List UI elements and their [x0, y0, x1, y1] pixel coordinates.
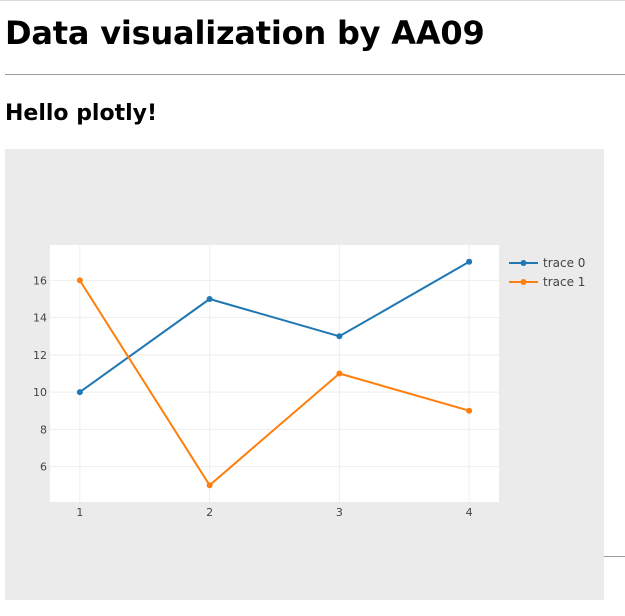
x-tick-label: 4 — [466, 506, 473, 519]
page-subtitle: Hello plotly! — [5, 101, 158, 126]
series-line-trace-1[interactable] — [78, 279, 470, 487]
y-tick-label: 16 — [33, 274, 47, 287]
data-point[interactable] — [336, 370, 343, 377]
x-tick-label: 2 — [206, 506, 213, 519]
bottom-divider — [604, 556, 625, 557]
legend[interactable]: trace 0 trace 1 — [509, 256, 585, 289]
page-title: Data visualization by AA09 — [5, 14, 485, 52]
data-point[interactable] — [206, 296, 213, 303]
x-tick-label: 3 — [336, 506, 343, 519]
legend-swatch-marker — [520, 260, 527, 266]
data-point[interactable] — [76, 277, 83, 284]
title-divider — [5, 74, 625, 75]
data-point[interactable] — [206, 482, 213, 489]
y-tick-label: 8 — [40, 423, 47, 436]
series-layer — [76, 258, 473, 489]
legend-label: trace 1 — [543, 275, 585, 289]
data-point[interactable] — [466, 258, 473, 265]
x-tick-label: 1 — [76, 506, 83, 519]
y-tick-label: 10 — [33, 386, 47, 399]
data-point[interactable] — [466, 407, 473, 414]
top-divider — [0, 0, 625, 1]
y-tick-label: 6 — [40, 461, 47, 474]
y-tick-label: 12 — [33, 349, 47, 362]
legend-item-trace-0[interactable]: trace 0 — [509, 256, 585, 270]
grid-lines — [50, 245, 499, 502]
legend-item-trace-1[interactable]: trace 1 — [509, 275, 585, 289]
data-point[interactable] — [76, 389, 83, 396]
y-tick-label: 14 — [33, 312, 47, 325]
data-point[interactable] — [336, 333, 343, 340]
series-line-trace-0[interactable] — [79, 260, 470, 393]
legend-swatch-marker — [520, 279, 527, 285]
legend-label: trace 0 — [543, 256, 585, 270]
